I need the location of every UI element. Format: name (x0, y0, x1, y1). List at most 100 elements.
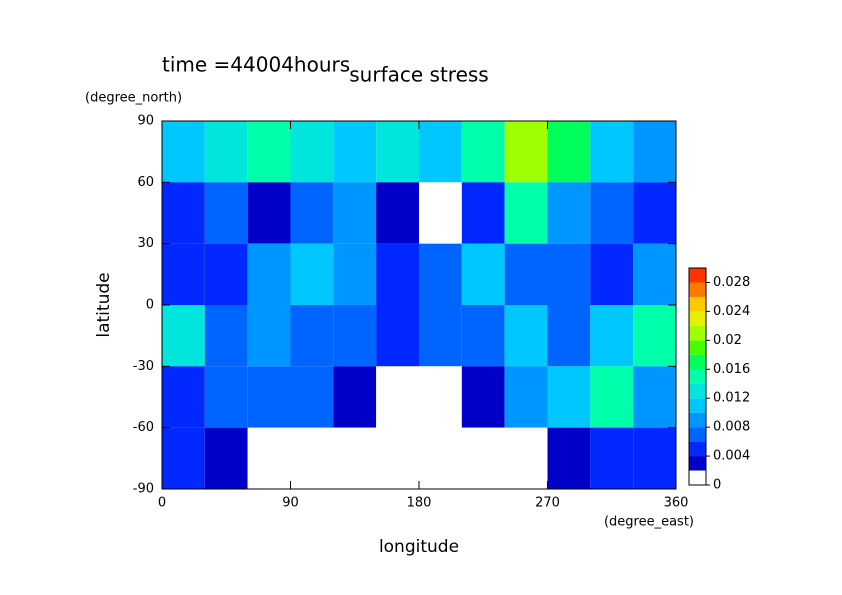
field-cell (461, 121, 505, 183)
colorbar-segment (689, 340, 706, 355)
field-cell (547, 243, 591, 305)
y-tick-label: -90 (133, 482, 154, 497)
field-cell (590, 305, 634, 367)
x-tick-label: 360 (664, 496, 689, 511)
field-cell (333, 366, 377, 428)
field-cell (461, 243, 505, 305)
field-cell (590, 427, 634, 489)
field-cell (204, 243, 248, 305)
field-cell (333, 121, 377, 183)
field-cell (247, 366, 291, 428)
x-tick-label: 180 (407, 496, 432, 511)
field-cell (633, 243, 676, 305)
field-cell (633, 121, 676, 183)
colorbar-segment (689, 398, 706, 413)
field-cell (204, 182, 248, 244)
field-cell (633, 305, 676, 367)
field-cell (247, 121, 291, 183)
field-cell (547, 182, 591, 244)
x-tick-label: 270 (535, 496, 560, 511)
field-cell (247, 427, 291, 489)
colorbar-segment (689, 470, 706, 485)
field-cell (247, 305, 291, 367)
field-cell (633, 366, 676, 428)
field-cell (247, 243, 291, 305)
field-cell (162, 182, 205, 244)
colorbar-segment (689, 369, 706, 384)
colorbar-segment (689, 296, 706, 312)
field-cell (290, 366, 334, 428)
colorbar-tick-label: 0.016 (713, 362, 750, 377)
colorbar-tick-label: 0.008 (713, 420, 750, 435)
field-cell (547, 427, 591, 489)
y-tick-label: 90 (137, 114, 154, 129)
y-tick-label: 30 (137, 236, 154, 251)
field-cell (504, 121, 548, 183)
field-cell (376, 182, 419, 244)
field-cell (162, 427, 205, 489)
colorbar-segment (689, 383, 706, 399)
field-cell (590, 366, 634, 428)
colorbar-tick-label: 0.02 (713, 333, 742, 348)
y-unit: (degree_north) (85, 91, 182, 106)
field-cell (419, 243, 462, 305)
field-cell (247, 182, 291, 244)
x-tick-label: 0 (158, 496, 166, 511)
y-tick-label: -60 (133, 420, 154, 435)
colorbar-tick-label: 0.028 (713, 275, 750, 290)
chart-subtitle: time =44004hours (162, 53, 350, 77)
colorbar-segment (689, 427, 706, 442)
colorbar-tick-label: 0.004 (713, 449, 750, 464)
x-axis-label: longitude (379, 537, 459, 557)
field-cell (547, 305, 591, 367)
colorbar-tick-label: 0.012 (713, 391, 750, 406)
colorbar-segment (689, 456, 706, 471)
field-cell (590, 243, 634, 305)
colorbar-segment (689, 441, 706, 457)
y-tick-label: 0 (146, 298, 154, 313)
field-cell (333, 305, 377, 367)
colorbar-segment (689, 412, 706, 428)
field-cell (461, 366, 505, 428)
field-cell (290, 305, 334, 367)
field-cell (333, 182, 377, 244)
x-unit: (degree_east) (604, 515, 694, 530)
field-cell (590, 182, 634, 244)
chart-title: surface stress (349, 63, 488, 87)
colorbar-segment (689, 282, 706, 297)
field-cell (204, 305, 248, 367)
field-cell (461, 427, 505, 489)
field-cell (461, 305, 505, 367)
field-cell (547, 366, 591, 428)
field-cell (376, 427, 419, 489)
colorbar-tick-label: 0.024 (713, 304, 750, 319)
field-cell (419, 121, 462, 183)
y-tick-label: 60 (137, 175, 154, 190)
field-cell (419, 366, 462, 428)
field-cell (333, 427, 377, 489)
field-cell (504, 366, 548, 428)
field-cell (204, 366, 248, 428)
field-cell (504, 427, 548, 489)
field-cell (461, 182, 505, 244)
colorbar-segment (689, 354, 706, 370)
x-tick-label: 90 (282, 496, 299, 511)
field-cell (204, 121, 248, 183)
colorbar-tick-label: 0 (713, 478, 721, 493)
colorbar-segment (689, 268, 706, 283)
colorbar-frame (688, 267, 707, 486)
y-tick-label: -30 (133, 359, 154, 374)
field-cell (290, 121, 334, 183)
y-axis-label: latitude (94, 272, 114, 337)
field-cell (290, 182, 334, 244)
field-cell (333, 243, 377, 305)
field-cell (547, 121, 591, 183)
field-cell (376, 121, 419, 183)
field-cell (290, 427, 334, 489)
field-cell (162, 366, 205, 428)
field-cell (376, 366, 419, 428)
field-cell (419, 305, 462, 367)
field-cell (162, 243, 205, 305)
field-cell (376, 243, 419, 305)
